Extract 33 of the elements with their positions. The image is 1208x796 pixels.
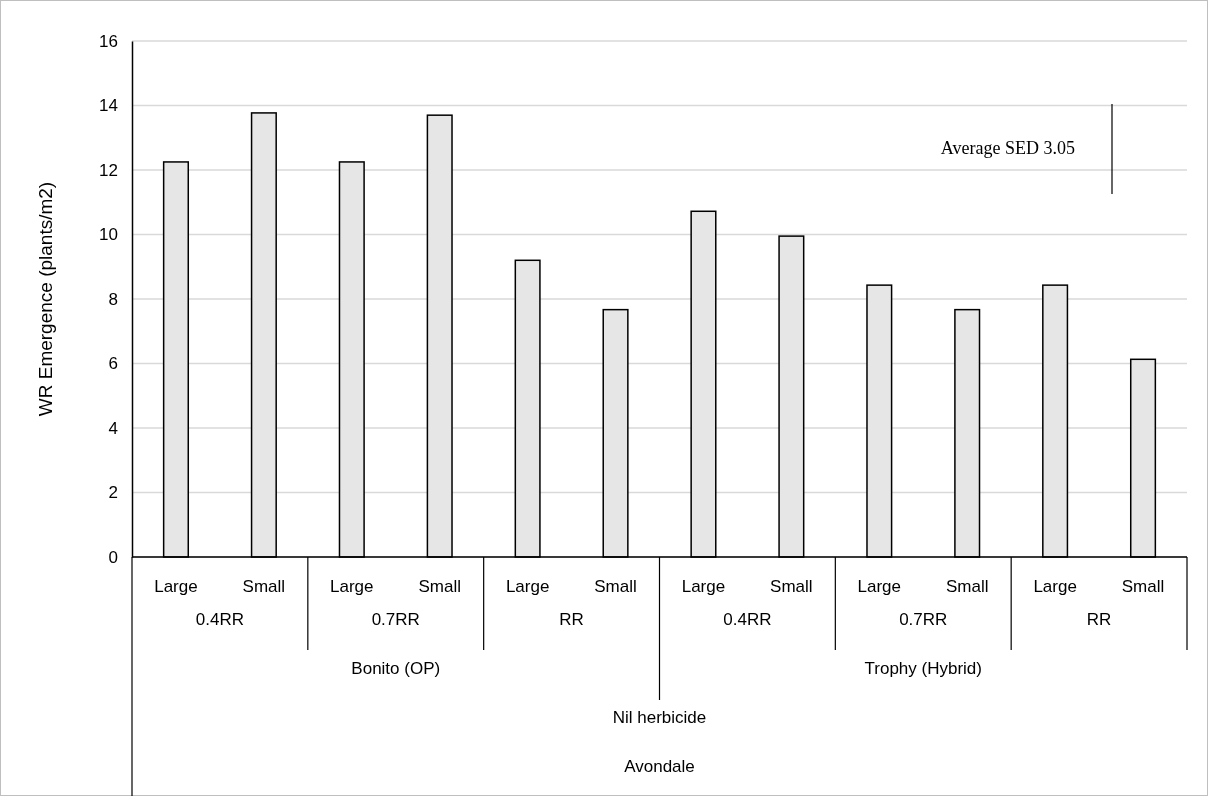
x-tick-label: Small: [770, 577, 813, 596]
x-tick-label: Large: [1033, 577, 1077, 596]
annotation: Average SED 3.05: [940, 138, 1075, 158]
text: Bonito (OP): [351, 659, 441, 678]
y-tick-label: 2: [108, 483, 118, 503]
text: 0.4RR: [723, 610, 772, 629]
x-tick-label: Large: [330, 577, 374, 596]
text: RR: [1086, 610, 1112, 629]
x-tick-label: Small: [945, 577, 989, 596]
y-tick-label: 12: [99, 160, 118, 180]
text: 0.7RR: [899, 610, 948, 629]
x-tick-label: Small: [418, 577, 461, 596]
x-tick-label: Large: [857, 577, 902, 596]
text: Trophy (Hybrid): [864, 659, 982, 678]
y-axis-title: WR Emergence (plants/m2): [35, 181, 56, 417]
x-tick-label: Small: [242, 577, 286, 596]
y-tick-label: 4: [108, 418, 118, 438]
text: Avondale: [624, 757, 695, 776]
x-tick-label: Small: [1121, 577, 1165, 596]
text: RR: [559, 610, 584, 629]
y-tick-label: 6: [108, 354, 118, 374]
text: 0.4RR: [195, 610, 245, 629]
text: 0.7RR: [371, 610, 420, 629]
y-tick-label: 10: [99, 225, 118, 245]
x-tick-label: Small: [594, 577, 637, 596]
x-tick-label: Large: [154, 577, 198, 596]
y-tick-label: 14: [99, 96, 118, 116]
y-tick-label: 8: [108, 289, 118, 309]
x-tick-label: Large: [505, 577, 550, 596]
y-tick-label: 16: [99, 31, 118, 51]
text: Nil herbicide: [612, 708, 707, 727]
y-tick-label: 0: [108, 547, 118, 567]
x-tick-label: Large: [681, 577, 726, 596]
